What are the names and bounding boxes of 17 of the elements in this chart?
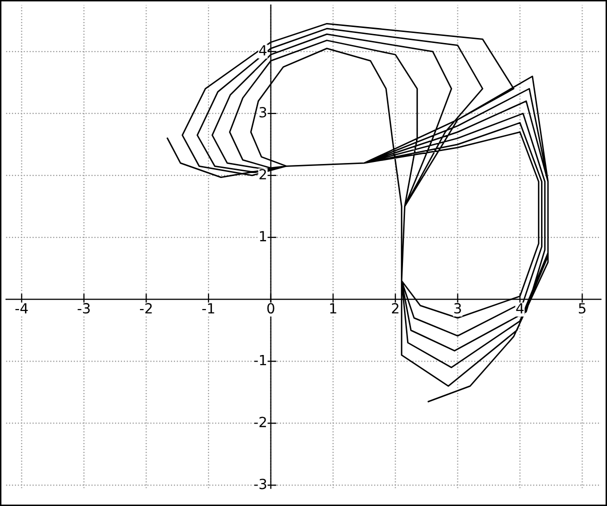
x-tick-label: -3 (78, 303, 90, 314)
x-tick-label: 1 (330, 303, 336, 314)
y-tick-label: 2 (260, 168, 266, 180)
x-tick-label: 3 (454, 303, 461, 314)
x-tick-label: 2 (392, 303, 398, 314)
y-tick-label: 4 (259, 45, 267, 56)
y-tick-label: 1 (260, 231, 266, 242)
x-tick-label: 0 (267, 303, 274, 314)
x-tick-label: -2 (140, 303, 152, 314)
x-tick-label: -1 (202, 303, 214, 314)
y-tick-label: -2 (254, 416, 266, 428)
y-tick-label: -3 (254, 478, 266, 490)
y-tick-label: -1 (254, 354, 266, 366)
y-tick-label: 3 (260, 107, 266, 118)
x-tick-label: -4 (15, 303, 28, 314)
x-tick-label: 5 (578, 303, 586, 314)
x-tick-label: 4 (516, 303, 524, 314)
